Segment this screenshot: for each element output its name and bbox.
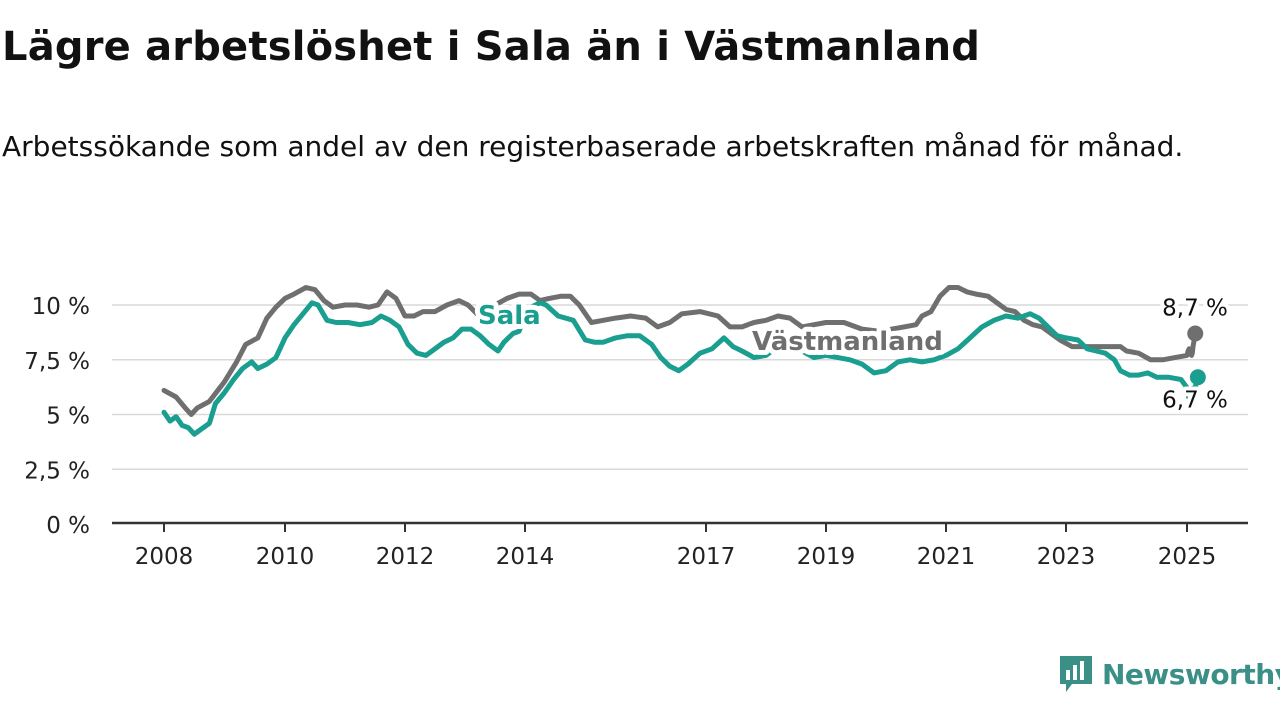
y-axis-ticks: 0 % 2,5 % 5 % 7,5 % 10 % [24,294,90,539]
end-point-sala [1189,369,1206,386]
x-tick-label: 2010 [256,544,315,570]
end-value-halo-västmanland: 8,7 % [1162,295,1228,321]
end-value-västmanland: 8,7 % [1162,295,1228,321]
y-tick-label: 7,5 % [24,349,90,375]
x-tick-label: 2017 [677,544,736,570]
grid-lines [112,304,1248,470]
end-value-halo-sala: 6,7 % [1162,387,1228,413]
chart-title: Lägre arbetslöshet i Sala än i Västmanla… [2,24,981,70]
newsworthy-logo: Newsworthy [1058,654,1280,694]
y-tick-label: 10 % [32,294,90,320]
x-tick-label: 2012 [376,544,435,570]
y-tick-label: 2,5 % [24,458,90,484]
x-tick-label: 2023 [1037,544,1096,570]
brand-name: Newsworthy [1102,657,1280,691]
line-chart: 0 % 2,5 % 5 % 7,5 % 10 % 2008 2010 2012 2014 201… [24,285,1248,570]
series-lines [161,285,1201,437]
x-tick-label: 2021 [917,544,976,570]
bar-chart-logo-icon [1060,656,1092,692]
x-tick-label: 2019 [797,544,856,570]
series-name-sala: Sala [478,301,541,331]
series-name-västmanland: Västmanland [752,327,943,357]
series-line-västmanland [161,285,1198,417]
end-value-sala: 6,7 % [1162,387,1228,413]
series-name-halo-sala: Sala [478,301,541,331]
chart-subtitle: Arbetssökande som andel av den registerb… [2,130,1184,163]
series-line-sala [161,300,1201,437]
series-name-halo-västmanland: Västmanland [752,327,943,357]
x-tick-label: 2008 [135,544,194,570]
y-tick-label: 0 % [46,513,90,539]
x-tick-label: 2014 [496,544,555,570]
x-tick-label: 2025 [1158,544,1217,570]
x-axis: 2008 2010 2012 2014 2017 2019 2021 2023 2025 [112,521,1248,570]
y-tick-label: 5 % [46,404,90,430]
end-point-västmanland [1187,325,1204,342]
